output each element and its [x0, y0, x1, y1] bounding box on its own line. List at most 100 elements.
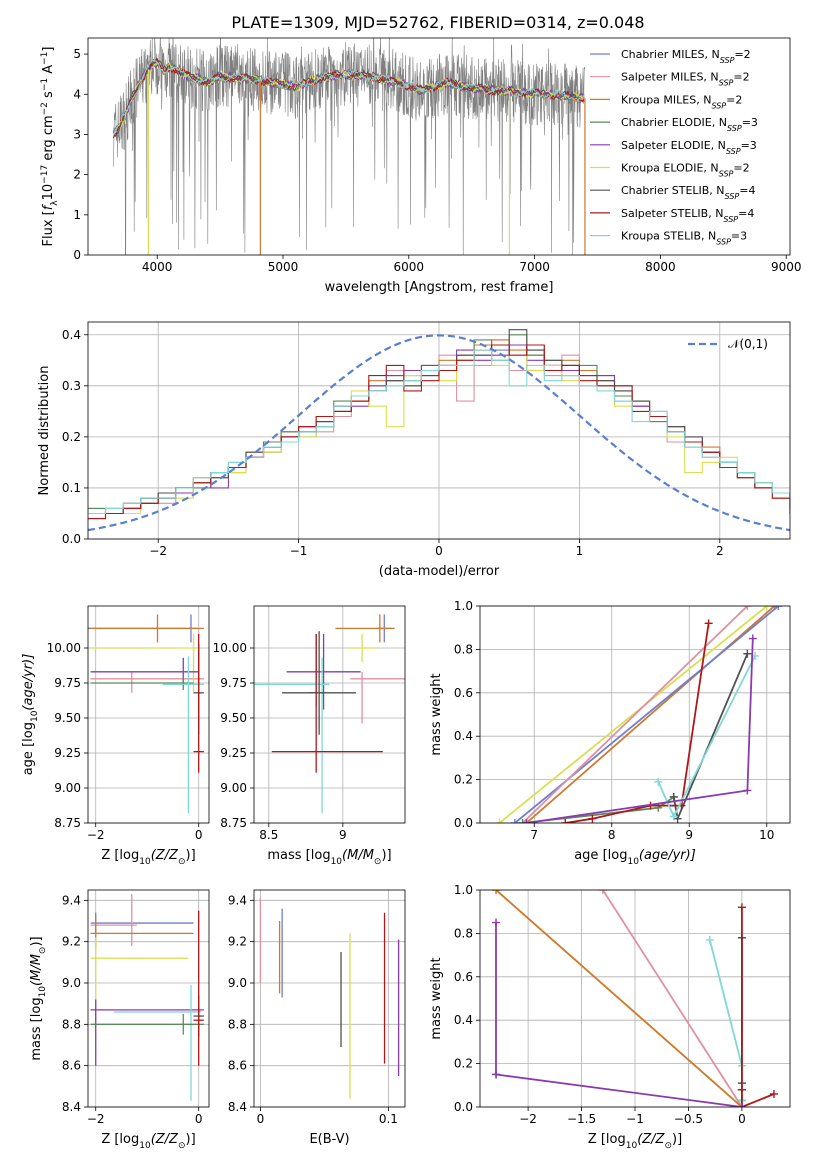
x-tick-label: 8.5 [259, 828, 278, 842]
x-tick-label: −2 [149, 544, 167, 558]
residuals-panel: −2 −1 0 1 2 0.0 0.1 0.2 0.3 0.4 (data-model)/error… [37, 321, 791, 579]
label-part: λ [50, 200, 60, 206]
x-tick-label: 9000 [771, 260, 802, 274]
x-tick-label: 2 [716, 544, 724, 558]
observed-spectrum-line [112, 38, 586, 255]
y-tick-label: 0.4 [454, 729, 473, 743]
errorbar-point [90, 671, 204, 693]
label-part: erg cm [41, 115, 56, 164]
y-tick-label: 0.6 [454, 970, 473, 984]
series-line [495, 922, 743, 1107]
legend-subscript: SSP [726, 146, 741, 155]
label-part: f [41, 203, 56, 210]
y-axis-label: age [log10(age/yr)] [21, 654, 40, 776]
errorbar-point [113, 985, 202, 1101]
plot-area [259, 898, 400, 1099]
y-tick-label: 0.8 [454, 926, 473, 940]
y-tick-label: 0.8 [454, 642, 473, 656]
label-part: )] [186, 1132, 196, 1147]
legend-subscript: SSP [711, 101, 726, 110]
plus-marker [598, 890, 607, 894]
plot-area [88, 614, 204, 814]
y-tick-label: 9.2 [62, 935, 81, 949]
figure-title: PLATE=1309, MJD=52762, FIBERID=0314, z=0… [231, 13, 644, 32]
label-part: (Z/Z [637, 1132, 665, 1147]
label-part: ⊙ [178, 857, 186, 867]
legend-tail: =4 [738, 207, 754, 220]
y-tick-label: 8.6 [228, 1059, 247, 1073]
plus-marker [669, 792, 678, 801]
legend-label: Salpeter STELIB, NSSP=4 [621, 207, 754, 224]
label-part: −2 [40, 102, 50, 115]
y-tick-label: 10.00 [47, 641, 81, 655]
y-tick-label: 9.75 [54, 676, 81, 690]
label-part: (age/yr)] [639, 848, 696, 863]
y-tick-label: 8.75 [54, 816, 81, 830]
y-tick-label: 8.4 [228, 1100, 247, 1114]
plus-marker [737, 1085, 746, 1094]
plus-marker [588, 814, 597, 823]
histogram-series [88, 349, 790, 515]
plus-marker [518, 819, 527, 823]
x-axis-label: Z [log10(Z/Z⊙)] [588, 1132, 682, 1151]
legend-label: Kroupa STELIB, NSSP=3 [621, 230, 747, 247]
y-tick-label: 8.8 [62, 1017, 81, 1031]
errorbar-point [90, 912, 194, 934]
y-tick-label: 0.4 [62, 328, 81, 342]
errorbar-point [271, 634, 383, 773]
plus-marker [743, 786, 752, 795]
mass-weight-series [522, 634, 757, 823]
legend-text: Salpeter STELIB, N [621, 207, 723, 220]
legend-label: Salpeter ELODIE, NSSP=3 [621, 139, 757, 156]
y-tick-label: 1 [73, 208, 81, 222]
label-part: ⊙ [38, 947, 48, 955]
series-line [525, 606, 776, 823]
x-tick-label: 9 [339, 828, 347, 842]
legend-label: Chabrier MILES, NSSP=2 [621, 48, 751, 65]
label-part: 10 [626, 1141, 638, 1151]
legend-tail: =3 [742, 116, 758, 129]
legend-subscript: SSP [720, 56, 735, 65]
errorbar-point [335, 614, 395, 643]
x-tick-label: −1.5 [567, 1112, 596, 1126]
y-tick-label: 9.0 [62, 976, 81, 990]
errorbar-point [350, 671, 405, 724]
mass-vs-metallicity-panel: −2 08.48.68.89.09.29.4Z [log10(Z/Z⊙)]mass… [29, 889, 210, 1151]
mass-weight-series [495, 606, 771, 823]
y-tick-label: 0.3 [62, 379, 81, 393]
axes-border [87, 889, 210, 1108]
errorbar-point [90, 1014, 204, 1035]
label-part: s [41, 91, 56, 102]
mass-weight-series [510, 606, 783, 823]
spectrum-panel: 4000 5000 6000 7000 8000 9000 0 1 2 3 4 5 wavelength… [40, 37, 802, 295]
plus-marker [669, 812, 678, 821]
y-tick-label: 9.25 [220, 746, 247, 760]
y-tick-label: 9.50 [220, 711, 247, 725]
y-tick-label: 0.2 [454, 1057, 473, 1071]
y-tick-label: 0 [73, 248, 81, 262]
y-tick-label: 1.0 [454, 883, 473, 897]
mass-vs-ebv-panel: 0 0.1 8.4 8.6 8.8 9.0 9.2 9.4 E(B-V) [228, 889, 406, 1147]
label-part: ⊙ [374, 857, 382, 867]
errorbar-point [90, 937, 189, 1052]
plus-marker [737, 903, 746, 912]
x-axis-label: Z [log10(Z/Z⊙)] [101, 1132, 195, 1151]
plus-marker [743, 606, 752, 610]
y-tick-label: 8.8 [228, 1017, 247, 1031]
mass-weight-series [737, 903, 778, 1107]
series-line [514, 606, 779, 823]
plus-marker [705, 935, 714, 944]
plus-marker [748, 634, 757, 643]
legend-label: Chabrier ELODIE, NSSP=3 [621, 116, 758, 133]
axes-border [479, 605, 791, 824]
legend-tail: =2 [726, 93, 742, 106]
plus-marker [743, 649, 752, 658]
label-part: 10 [627, 857, 639, 867]
legend-label: Kroupa MILES, NSSP=2 [621, 93, 742, 110]
legend-text: Kroupa STELIB, N [621, 230, 716, 243]
plus-marker [654, 777, 663, 786]
x-tick-label: 8000 [645, 260, 676, 274]
label-part: mass [log [267, 848, 330, 863]
y-tick-label: 0.1 [62, 481, 81, 495]
